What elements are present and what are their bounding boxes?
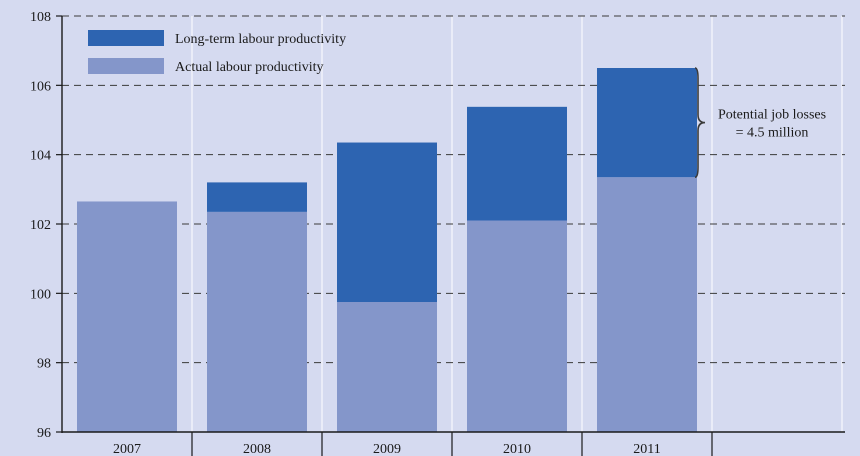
annotation-brace <box>694 67 706 178</box>
bar-long-term-2008 <box>207 182 307 212</box>
bar-actual-2011 <box>597 177 697 432</box>
annotation-line-1: Potential job losses <box>718 108 826 123</box>
legend-label-actual: Actual labour productivity <box>175 60 324 75</box>
bar-long-term-2010 <box>467 106 567 221</box>
bar-long-term-2011 <box>597 68 697 178</box>
y-tick-label: 100 <box>30 287 51 302</box>
grid <box>62 15 845 432</box>
annotation: Potential job losses = 4.5 million <box>694 67 826 178</box>
annotation-line-2: = 4.5 million <box>736 126 809 141</box>
legend-label-long-term: Long-term labour productivity <box>175 32 346 47</box>
bar-actual-2008 <box>207 211 307 432</box>
bar-actual-2009 <box>337 302 437 432</box>
legend-swatch-long-term <box>88 30 164 46</box>
x-tick-label: 2007 <box>113 442 141 456</box>
x-tick-label: 2011 <box>633 442 660 456</box>
y-tick-label: 108 <box>30 10 51 25</box>
bar-long-term-2009 <box>337 142 437 302</box>
axes <box>56 15 845 456</box>
y-tick-label: 98 <box>37 357 51 372</box>
bar-actual-2007 <box>77 201 177 432</box>
legend-swatch-actual <box>88 58 164 74</box>
bar-actual-2010 <box>467 220 567 432</box>
y-tick-label: 96 <box>37 426 51 441</box>
y-tick-label: 106 <box>30 79 51 94</box>
x-tick-label: 2010 <box>503 442 531 456</box>
y-tick-label: 104 <box>30 149 51 164</box>
x-tick-label: 2009 <box>373 442 401 456</box>
bars <box>77 68 697 432</box>
legend: Long-term labour productivity Actual lab… <box>88 30 346 75</box>
y-tick-label: 102 <box>30 218 51 233</box>
tick-labels: 96 98 100 102 104 106 108 2007 2008 2009 2010 2011 <box>30 10 661 456</box>
x-tick-label: 2008 <box>243 442 271 456</box>
